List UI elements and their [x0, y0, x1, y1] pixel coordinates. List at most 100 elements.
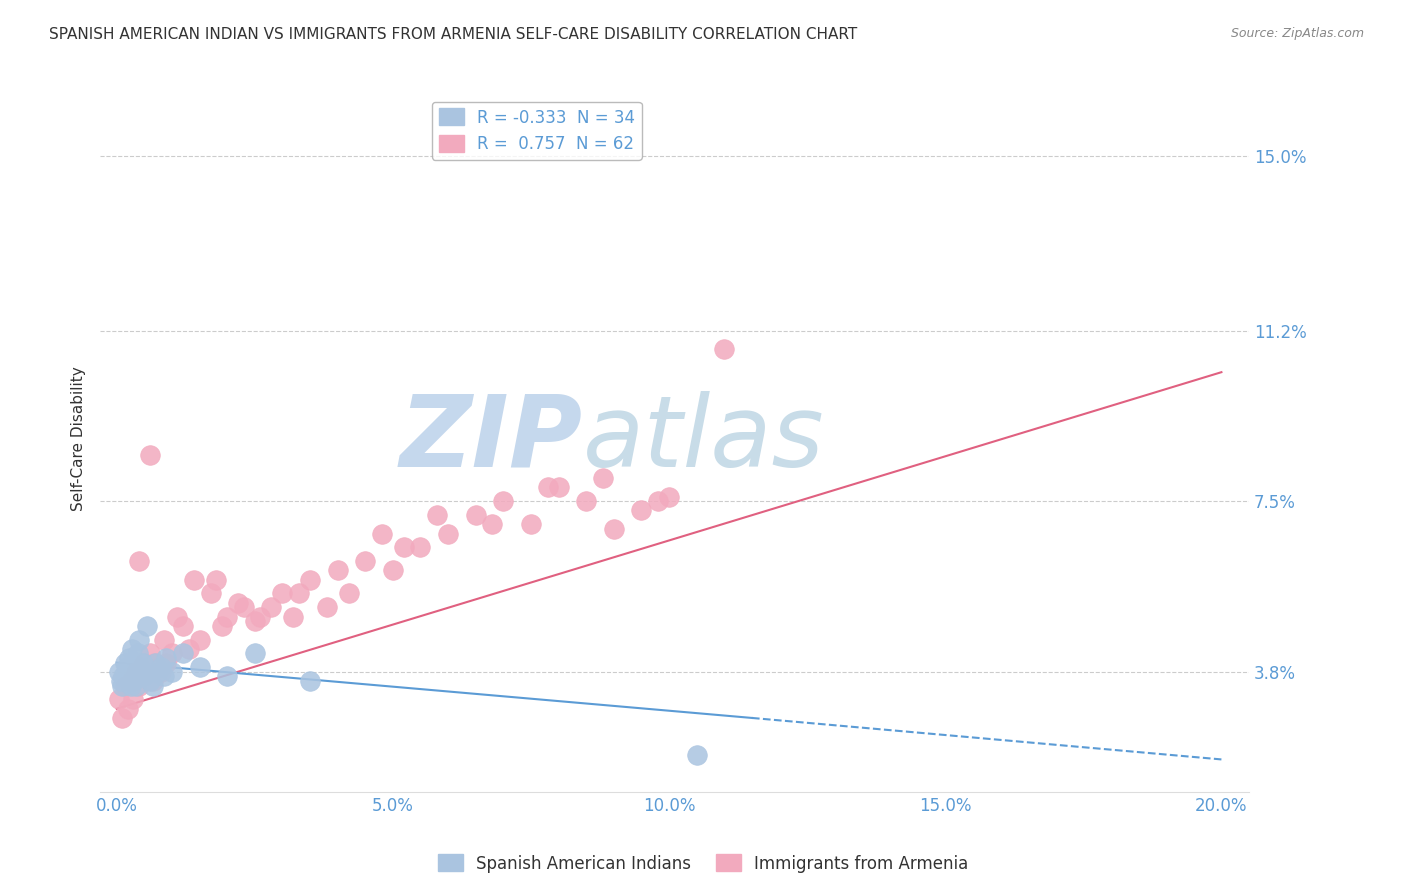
- Point: [111, 711, 134, 725]
- Point: [124, 669, 146, 683]
- Legend: Spanish American Indians, Immigrants from Armenia: Spanish American Indians, Immigrants fro…: [430, 847, 976, 880]
- Point: [211, 618, 233, 632]
- Point: [149, 665, 172, 679]
- Point: [131, 660, 153, 674]
- Point: [136, 618, 159, 632]
- Point: [127, 647, 149, 661]
- Point: [464, 508, 486, 522]
- Point: [121, 641, 143, 656]
- Point: [142, 674, 165, 689]
- Point: [177, 641, 200, 656]
- Point: [117, 702, 139, 716]
- Point: [713, 342, 735, 356]
- Point: [536, 480, 558, 494]
- Point: [129, 660, 152, 674]
- Point: [139, 674, 162, 689]
- Point: [118, 651, 141, 665]
- Point: [166, 609, 188, 624]
- Point: [437, 526, 460, 541]
- Text: Source: ZipAtlas.com: Source: ZipAtlas.com: [1230, 27, 1364, 40]
- Point: [114, 679, 136, 693]
- Legend: R = -0.333  N = 34, R =  0.757  N = 62: R = -0.333 N = 34, R = 0.757 N = 62: [432, 102, 641, 160]
- Point: [686, 747, 709, 762]
- Point: [200, 586, 222, 600]
- Point: [152, 669, 174, 683]
- Point: [426, 508, 449, 522]
- Point: [132, 656, 155, 670]
- Point: [371, 526, 394, 541]
- Point: [155, 651, 177, 665]
- Point: [172, 618, 194, 632]
- Point: [481, 517, 503, 532]
- Point: [575, 494, 598, 508]
- Point: [630, 503, 652, 517]
- Point: [271, 586, 294, 600]
- Point: [299, 674, 322, 689]
- Point: [547, 480, 569, 494]
- Text: ZIP: ZIP: [399, 391, 582, 488]
- Point: [128, 554, 150, 568]
- Point: [299, 573, 322, 587]
- Point: [146, 660, 169, 674]
- Point: [183, 573, 205, 587]
- Point: [226, 596, 249, 610]
- Point: [492, 494, 515, 508]
- Text: SPANISH AMERICAN INDIAN VS IMMIGRANTS FROM ARMENIA SELF-CARE DISABILITY CORRELAT: SPANISH AMERICAN INDIAN VS IMMIGRANTS FR…: [49, 27, 858, 42]
- Point: [409, 541, 432, 555]
- Point: [114, 656, 136, 670]
- Point: [128, 679, 150, 693]
- Point: [110, 674, 132, 689]
- Point: [115, 660, 138, 674]
- Point: [131, 665, 153, 679]
- Point: [120, 679, 142, 693]
- Point: [217, 669, 239, 683]
- Point: [152, 632, 174, 647]
- Point: [243, 614, 266, 628]
- Point: [205, 573, 228, 587]
- Point: [111, 679, 134, 693]
- Point: [188, 660, 211, 674]
- Text: atlas: atlas: [582, 391, 824, 488]
- Point: [647, 494, 669, 508]
- Point: [381, 563, 404, 577]
- Point: [326, 563, 349, 577]
- Point: [142, 679, 165, 693]
- Point: [337, 586, 360, 600]
- Point: [117, 665, 139, 679]
- Point: [217, 609, 239, 624]
- Point: [120, 674, 142, 689]
- Point: [603, 522, 626, 536]
- Point: [520, 517, 543, 532]
- Point: [112, 669, 135, 683]
- Point: [139, 448, 162, 462]
- Point: [155, 656, 177, 670]
- Point: [125, 679, 148, 693]
- Point: [108, 692, 131, 706]
- Y-axis label: Self-Care Disability: Self-Care Disability: [72, 367, 86, 511]
- Point: [139, 647, 162, 661]
- Point: [122, 674, 145, 689]
- Point: [354, 554, 377, 568]
- Point: [188, 632, 211, 647]
- Point: [125, 665, 148, 679]
- Point: [249, 609, 271, 624]
- Point: [288, 586, 311, 600]
- Point: [122, 692, 145, 706]
- Point: [149, 660, 172, 674]
- Point: [283, 609, 305, 624]
- Point: [134, 669, 156, 683]
- Point: [243, 647, 266, 661]
- Point: [134, 656, 156, 670]
- Point: [145, 656, 167, 670]
- Point: [146, 665, 169, 679]
- Point: [145, 656, 167, 670]
- Point: [160, 647, 183, 661]
- Point: [592, 471, 614, 485]
- Point: [136, 669, 159, 683]
- Point: [160, 665, 183, 679]
- Point: [172, 647, 194, 661]
- Point: [392, 541, 415, 555]
- Point: [315, 600, 337, 615]
- Point: [232, 600, 254, 615]
- Point: [658, 490, 681, 504]
